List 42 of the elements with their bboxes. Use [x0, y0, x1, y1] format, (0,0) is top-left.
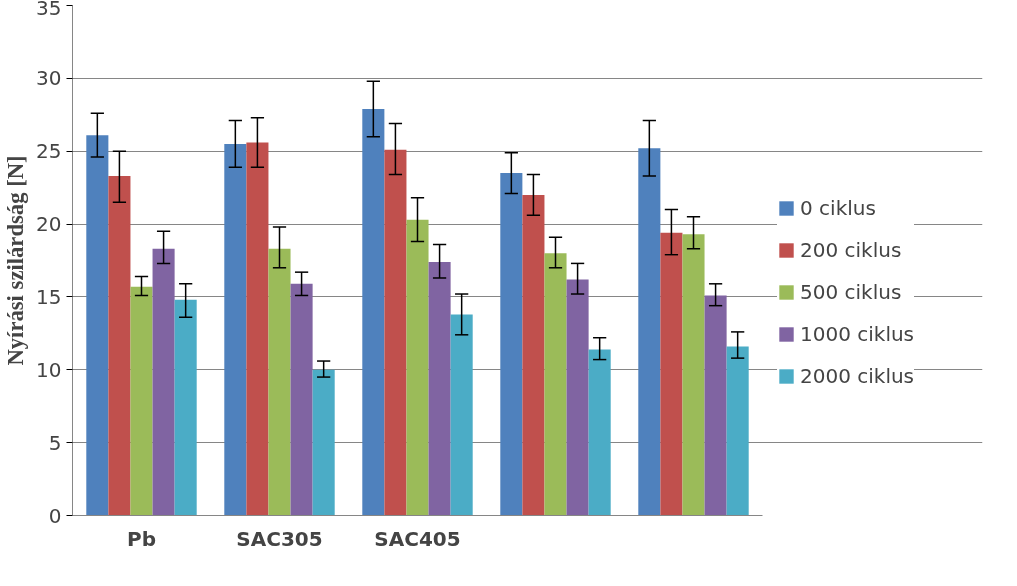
y-tick-label: 20 [36, 212, 62, 237]
bar [500, 173, 523, 516]
legend-label: 200 ciklus [800, 237, 902, 262]
bar [428, 261, 451, 516]
bar [290, 283, 313, 516]
bar [384, 149, 407, 516]
bar [726, 346, 749, 516]
bar [450, 314, 473, 516]
x-tick-label: Pb [127, 526, 156, 551]
x-tick-label: SAC405 [374, 526, 461, 551]
bar [152, 248, 175, 516]
bar [174, 299, 197, 516]
bar [268, 248, 291, 516]
bar [544, 253, 567, 516]
y-tick-label: 5 [48, 430, 62, 455]
y-tick-label: 0 [48, 503, 62, 528]
bar [522, 194, 545, 516]
bar [406, 219, 429, 516]
y-tick-label: 30 [36, 66, 62, 91]
bar [566, 279, 589, 516]
bar [246, 142, 269, 516]
y-tick-label: 10 [36, 357, 62, 382]
bar [86, 135, 109, 516]
legend-label: 0 ciklus [800, 195, 876, 220]
bar [660, 232, 683, 516]
bar [312, 369, 335, 516]
bar [704, 295, 727, 516]
legend-label: 500 ciklus [800, 279, 902, 304]
y-tick-label: 15 [36, 284, 62, 309]
y-axis-title: Nyírási szilárdság [N] [3, 155, 29, 366]
y-tick-label: 25 [36, 139, 62, 164]
legend-label: 2000 ciklus [800, 363, 915, 388]
bar [362, 108, 385, 516]
x-tick-label: SAC305 [236, 526, 323, 551]
bar [638, 148, 661, 516]
bar [108, 175, 131, 516]
y-tick-label: 35 [36, 0, 62, 20]
bar [588, 349, 611, 516]
bar [682, 234, 705, 516]
legend-label: 1000 ciklus [800, 321, 915, 346]
bar [130, 286, 153, 516]
bar [224, 143, 247, 516]
